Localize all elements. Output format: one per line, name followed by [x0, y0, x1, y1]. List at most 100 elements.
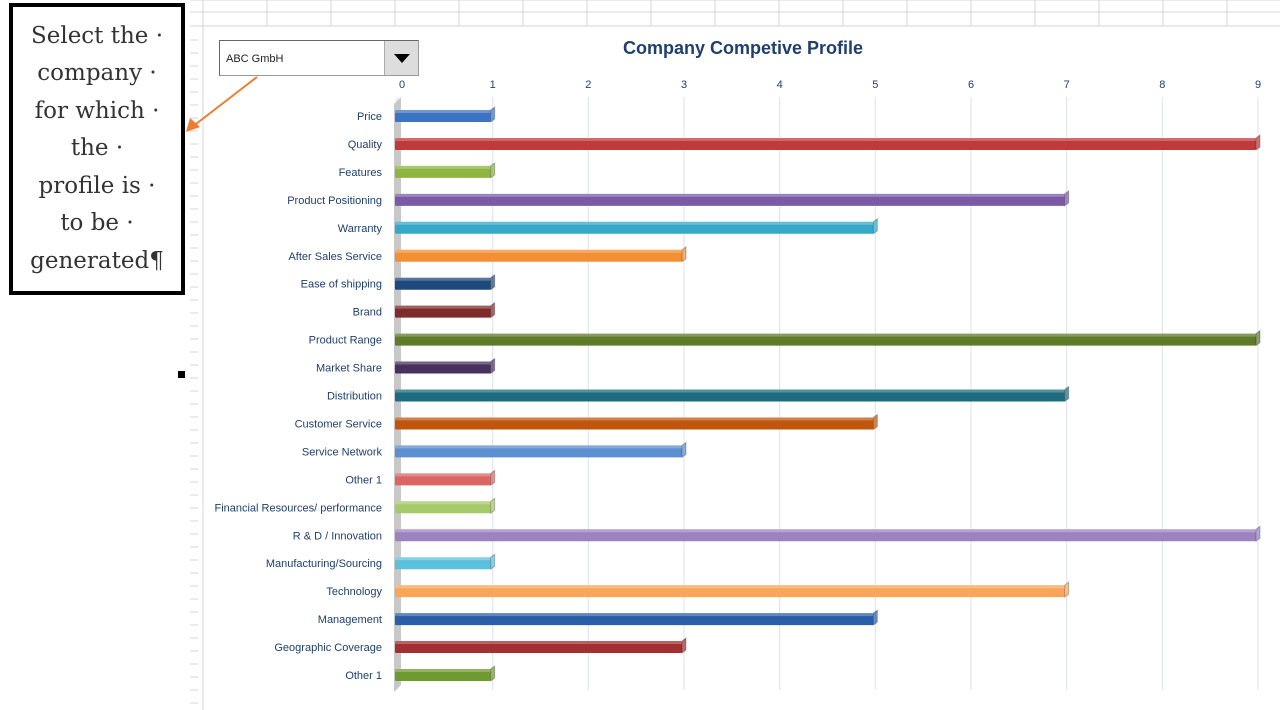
x-tick-label: 3	[681, 79, 687, 91]
bar-highlight	[395, 165, 491, 169]
category-label: Management	[318, 614, 382, 626]
x-tick-label: 0	[399, 79, 405, 91]
bar	[395, 165, 491, 178]
bar-end	[1064, 581, 1070, 599]
category-label: Customer Service	[295, 418, 382, 430]
bar-end	[681, 441, 687, 459]
bar-end	[1255, 525, 1261, 543]
bar-highlight	[395, 249, 682, 253]
bar-highlight	[395, 445, 682, 449]
bar-highlight	[395, 193, 1065, 197]
bar-highlight	[395, 613, 874, 617]
bar-highlight	[395, 389, 1065, 393]
bar-highlight	[395, 333, 1256, 337]
category-label: Product Range	[309, 335, 382, 347]
bar-highlight	[395, 221, 874, 225]
bar-highlight	[395, 277, 491, 281]
bar	[395, 501, 491, 514]
bar-end	[872, 609, 878, 627]
bar	[395, 417, 874, 430]
callout-arrow	[195, 76, 258, 125]
x-tick-label: 8	[1159, 79, 1165, 91]
bar-end	[681, 245, 687, 263]
bar	[395, 473, 491, 486]
bar	[395, 557, 491, 570]
bar-highlight	[395, 501, 491, 505]
bar-end	[490, 553, 496, 571]
selection-handle[interactable]	[178, 371, 185, 378]
x-tick-label: 2	[585, 79, 591, 91]
category-label: Ease of shipping	[301, 279, 382, 291]
category-label: Warranty	[338, 223, 383, 235]
bar-highlight	[395, 585, 1065, 589]
bar-end	[1064, 189, 1070, 207]
category-label: Brand	[353, 307, 382, 319]
bar-highlight	[395, 473, 491, 477]
bar-end	[490, 665, 496, 682]
category-label: Price	[357, 111, 382, 123]
instruction-callout: Select the · company · for which · the ·…	[9, 3, 185, 295]
chart-title: Company Competive Profile	[622, 38, 864, 58]
category-label: Financial Resources/ performance	[214, 502, 382, 514]
bar	[395, 585, 1065, 598]
bar	[395, 669, 491, 681]
company-select-value: ABC GmbH	[226, 53, 284, 65]
bar	[395, 193, 1065, 206]
bar-end	[1064, 385, 1070, 403]
bar-end	[872, 413, 878, 431]
bar-highlight	[395, 110, 491, 113]
bar-highlight	[395, 417, 874, 421]
x-tick-label: 9	[1255, 79, 1261, 91]
company-select[interactable]: ABC GmbH	[219, 40, 419, 76]
category-label: Technology	[326, 586, 382, 598]
category-label: R & D / Innovation	[293, 530, 382, 542]
category-label: Quality	[348, 139, 383, 151]
arrow-head-icon	[186, 118, 200, 132]
bar	[395, 613, 874, 626]
category-label: Service Network	[302, 446, 383, 458]
bar-end	[490, 301, 496, 319]
x-tick-label: 7	[1064, 79, 1070, 91]
category-label: Other 1	[345, 474, 382, 486]
bar	[395, 333, 1256, 346]
category-label: Market Share	[316, 363, 382, 375]
x-tick-label: 5	[872, 79, 878, 91]
bar	[395, 305, 491, 318]
bar-highlight	[395, 669, 491, 672]
bar-end	[490, 106, 496, 123]
bar-end	[1255, 133, 1261, 151]
bar-highlight	[395, 529, 1256, 533]
category-label: Product Positioning	[287, 195, 382, 207]
bar	[395, 445, 682, 458]
x-tick-label: 1	[490, 79, 496, 91]
chevron-down-icon[interactable]	[384, 41, 418, 75]
bar-end	[490, 357, 496, 375]
category-label: Distribution	[327, 391, 382, 403]
bar	[395, 137, 1256, 150]
bar-end	[490, 469, 496, 487]
bar	[395, 361, 491, 374]
bar-highlight	[395, 137, 1256, 141]
bar-highlight	[395, 361, 491, 365]
bar	[395, 221, 874, 234]
bar-end	[490, 161, 496, 179]
bar	[395, 389, 1065, 402]
category-label: After Sales Service	[288, 251, 382, 263]
bar-end	[1255, 329, 1261, 347]
bar-highlight	[395, 557, 491, 561]
bar-highlight	[395, 641, 682, 645]
callout-text: Select the · company · for which · the ·…	[30, 22, 164, 274]
category-label: Features	[339, 167, 383, 179]
bar-highlight	[395, 305, 491, 309]
bar	[395, 641, 682, 654]
category-label: Geographic Coverage	[274, 642, 382, 654]
x-tick-label: 6	[968, 79, 974, 91]
bar-end	[490, 273, 496, 291]
x-tick-label: 4	[777, 79, 783, 91]
bar	[395, 110, 491, 122]
bar	[395, 277, 491, 290]
bar-end	[490, 497, 496, 515]
category-label: Other 1	[345, 670, 382, 682]
